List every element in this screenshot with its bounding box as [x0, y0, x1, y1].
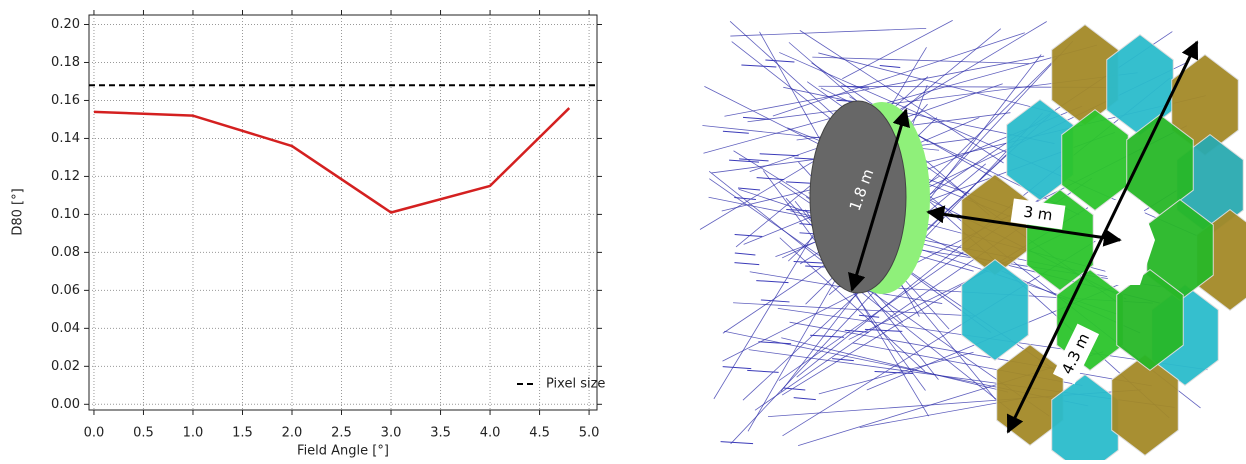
ray-stub: [832, 359, 854, 361]
y-tick-label: 0.00: [51, 397, 80, 412]
y-tick-label: 0.16: [51, 93, 80, 108]
ray-stub: [875, 371, 914, 373]
ray-stub: [794, 398, 816, 400]
ray-stub: [721, 442, 753, 444]
y-tick-label: 0.02: [51, 359, 80, 374]
ray-stub: [756, 281, 788, 283]
y-tick-label: 0.12: [51, 169, 80, 184]
ray-stub: [735, 253, 756, 255]
y-tick-label: 0.04: [51, 321, 80, 336]
ray-stub: [760, 154, 799, 156]
ray-stub: [734, 263, 759, 265]
ray-stub: [761, 300, 790, 302]
legend-label: Pixel size: [546, 377, 605, 392]
y-tick-label: 0.14: [51, 131, 80, 146]
y-tick-label: 0.08: [51, 245, 80, 260]
x-tick-label: 2.5: [331, 426, 352, 441]
x-tick-label: 0.5: [133, 426, 154, 441]
x-tick-label: 0.0: [84, 426, 105, 441]
ray-stub: [723, 131, 749, 133]
telescope-rendering: 1.8 m3 m4.3 m: [700, 20, 1246, 460]
ray-stub: [729, 160, 759, 162]
ray-stub: [757, 178, 785, 180]
ray: [733, 303, 974, 316]
x-tick-label: 4.0: [480, 426, 501, 441]
x-tick-label: 4.5: [529, 426, 550, 441]
y-tick-label: 0.10: [51, 207, 80, 222]
ray: [812, 57, 1029, 63]
figure: 1.8 m3 m4.3 m D80 [°] Field Angle [°] 0.…: [0, 0, 1246, 460]
y-tick-label: 0.20: [51, 17, 80, 32]
ray-stub: [783, 388, 805, 390]
ray-stub: [739, 159, 768, 161]
plot-frame: [89, 15, 597, 410]
y-tick-label: 0.18: [51, 55, 80, 70]
ray-stub: [738, 188, 760, 190]
ray: [842, 20, 952, 78]
data-line: [94, 108, 569, 212]
x-axis-label: Field Angle [°]: [297, 444, 389, 459]
ray-stub: [741, 65, 776, 67]
x-tick-label: 1.0: [183, 426, 204, 441]
y-tick-label: 0.06: [51, 283, 80, 298]
y-axis-label: D80 [°]: [11, 188, 26, 235]
x-tick-label: 1.5: [232, 426, 253, 441]
ray: [781, 338, 1008, 392]
x-tick-label: 2.0: [282, 426, 303, 441]
ray-stub: [880, 66, 900, 68]
x-tick-label: 3.5: [430, 426, 451, 441]
ray-stub: [810, 335, 844, 337]
x-tick-label: 3.0: [381, 426, 402, 441]
ray-stub: [765, 60, 794, 62]
ray-stub: [723, 367, 752, 369]
d80-chart: D80 [°] Field Angle [°] 0.00 0.02 0.04 0.06…: [11, 10, 606, 459]
x-tick-label: 5.0: [579, 426, 600, 441]
